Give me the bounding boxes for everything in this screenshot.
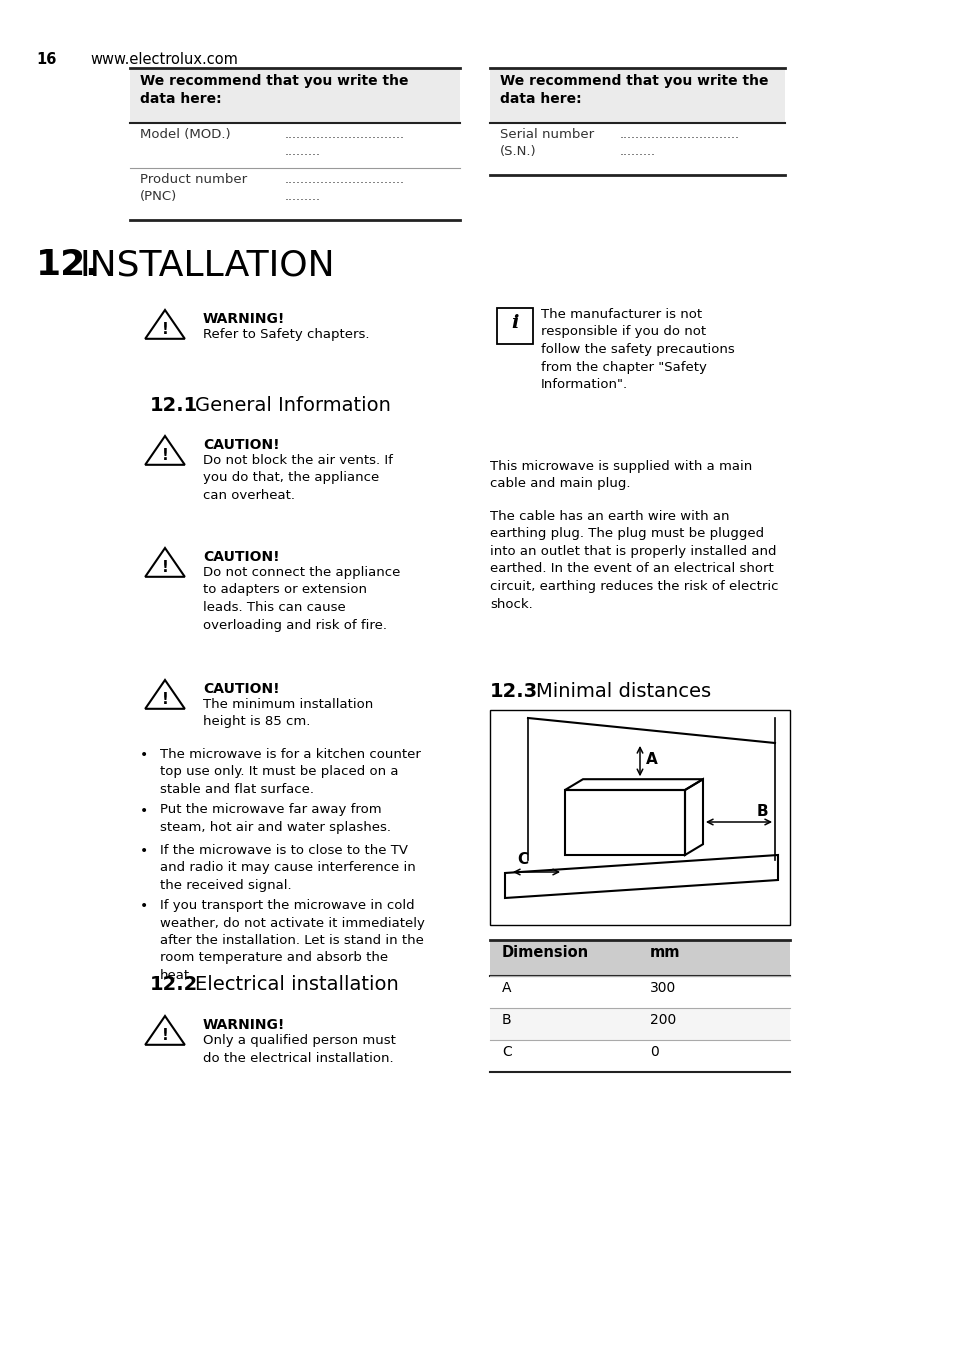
Text: 12.1: 12.1	[150, 395, 198, 414]
Text: 12.2: 12.2	[150, 975, 198, 994]
Text: •: •	[140, 803, 148, 818]
Bar	[490, 68, 784, 123]
Text: Do not connect the appliance
to adapters or extension
leads. This can cause
over: Do not connect the appliance to adapters…	[203, 566, 400, 631]
Text: 16: 16	[36, 51, 56, 66]
Text: We recommend that you write the
data here:: We recommend that you write the data her…	[140, 74, 408, 107]
Text: Dimension: Dimension	[501, 945, 589, 960]
Text: .........: .........	[285, 190, 320, 203]
Bar	[130, 68, 459, 219]
Text: General Information: General Information	[194, 395, 391, 414]
Bar	[490, 68, 784, 175]
Text: B: B	[501, 1013, 511, 1026]
Text: The microwave is for a kitchen counter
top use only. It must be placed on a
stab: The microwave is for a kitchen counter t…	[160, 747, 420, 796]
Text: The minimum installation
height is 85 cm.: The minimum installation height is 85 cm…	[203, 699, 373, 728]
Text: INSTALLATION: INSTALLATION	[80, 248, 335, 282]
Text: B: B	[757, 804, 768, 819]
Text: WARNING!: WARNING!	[203, 1018, 285, 1032]
Text: Product number
(PNC): Product number (PNC)	[140, 173, 247, 203]
Text: 12.: 12.	[36, 248, 100, 282]
Bar	[564, 789, 684, 854]
Text: Minimal distances: Minimal distances	[536, 682, 710, 701]
Text: 12.3: 12.3	[490, 682, 537, 701]
Bar	[490, 709, 789, 925]
Text: If you transport the microwave in cold
weather, do not activate it immediately
a: If you transport the microwave in cold w…	[160, 899, 424, 982]
Text: WARNING!: WARNING!	[203, 311, 285, 326]
Text: We recommend that you write the
data here:: We recommend that you write the data her…	[499, 74, 768, 107]
Text: Electrical installation: Electrical installation	[194, 975, 398, 994]
Text: C: C	[517, 853, 528, 868]
Text: Refer to Safety chapters.: Refer to Safety chapters.	[203, 328, 369, 341]
Text: •: •	[140, 899, 148, 913]
Text: mm: mm	[649, 945, 679, 960]
Text: !: !	[161, 692, 169, 707]
Text: •: •	[140, 747, 148, 762]
Text: This microwave is supplied with a main
cable and main plug.: This microwave is supplied with a main c…	[490, 460, 752, 490]
Bar	[490, 1040, 789, 1072]
Text: i: i	[511, 314, 518, 332]
Text: ..............................: ..............................	[619, 129, 740, 141]
Text: C: C	[501, 1045, 511, 1059]
Bar	[490, 1007, 789, 1040]
Bar	[490, 976, 789, 1007]
Text: 300: 300	[649, 982, 676, 995]
Text: CAUTION!: CAUTION!	[203, 550, 279, 565]
Text: CAUTION!: CAUTION!	[203, 437, 279, 452]
Text: ..............................: ..............................	[285, 129, 405, 141]
Text: .........: .........	[619, 145, 656, 158]
Text: CAUTION!: CAUTION!	[203, 682, 279, 696]
Text: Serial number
(S.N.): Serial number (S.N.)	[499, 129, 594, 158]
Text: The manufacturer is not
responsible if you do not
follow the safety precautions
: The manufacturer is not responsible if y…	[540, 307, 734, 391]
Text: !: !	[161, 448, 169, 463]
Text: !: !	[161, 322, 169, 337]
Text: www.electrolux.com: www.electrolux.com	[90, 51, 237, 66]
Text: •: •	[140, 844, 148, 857]
Bar	[497, 307, 533, 344]
Text: Only a qualified person must
do the electrical installation.: Only a qualified person must do the elec…	[203, 1034, 395, 1064]
Bar	[490, 940, 789, 976]
Text: Do not block the air vents. If
you do that, the appliance
can overheat.: Do not block the air vents. If you do th…	[203, 454, 393, 502]
Text: If the microwave is to close to the TV
and radio it may cause interference in
th: If the microwave is to close to the TV a…	[160, 844, 416, 891]
Text: A: A	[501, 982, 511, 995]
Text: 0: 0	[649, 1045, 659, 1059]
Text: !: !	[161, 1028, 169, 1044]
Text: A: A	[645, 753, 657, 768]
Text: !: !	[161, 561, 169, 575]
Text: Put the microwave far away from
steam, hot air and water splashes.: Put the microwave far away from steam, h…	[160, 803, 391, 834]
Bar	[130, 68, 459, 123]
Text: 200: 200	[649, 1013, 676, 1026]
Text: The cable has an earth wire with an
earthing plug. The plug must be plugged
into: The cable has an earth wire with an eart…	[490, 510, 778, 611]
Text: ..............................: ..............................	[285, 173, 405, 185]
Text: .........: .........	[285, 145, 320, 158]
Text: Model (MOD.): Model (MOD.)	[140, 129, 231, 141]
